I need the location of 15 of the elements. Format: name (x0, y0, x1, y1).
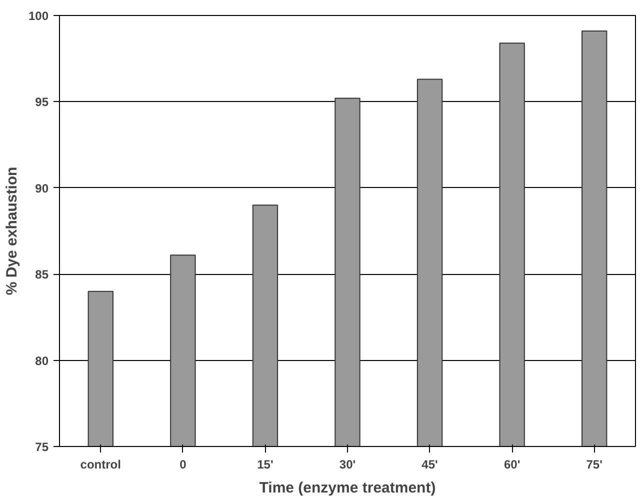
x-axis-title: Time (enzyme treatment) (259, 480, 436, 496)
x-tick-label: control (80, 458, 121, 472)
y-tick-label: 80 (35, 354, 49, 368)
x-tick-label: 45' (422, 458, 438, 472)
y-axis-title: % Dye exhaustion (3, 166, 20, 296)
y-tick-label: 75 (35, 440, 49, 454)
y-tick-label: 95 (35, 95, 49, 110)
x-tick-label: 0 (180, 458, 187, 472)
x-tick-label: 30' (339, 458, 356, 472)
y-tick-label: 100 (28, 9, 49, 23)
y-tick-label: 85 (35, 268, 49, 282)
x-tick-label: 15' (257, 458, 274, 472)
y-tick-label: 90 (35, 181, 49, 196)
x-tick-label: 75' (586, 458, 603, 472)
x-tick-label: 60' (504, 458, 520, 472)
